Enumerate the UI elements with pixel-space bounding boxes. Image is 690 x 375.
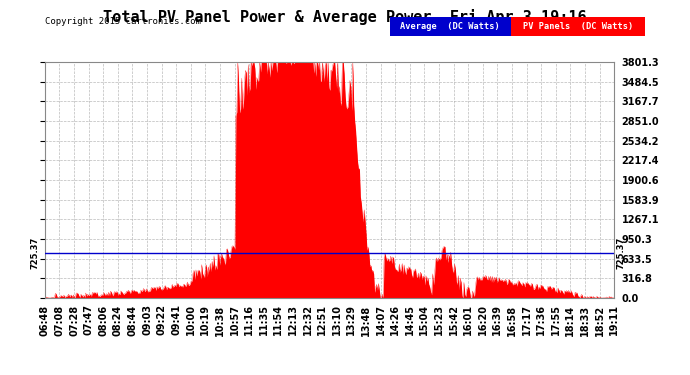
Text: 725.37: 725.37 — [30, 237, 39, 269]
Text: PV Panels  (DC Watts): PV Panels (DC Watts) — [523, 22, 633, 31]
Text: Average  (DC Watts): Average (DC Watts) — [400, 22, 500, 31]
Text: Total PV Panel Power & Average Power  Fri Apr 3 19:16: Total PV Panel Power & Average Power Fri… — [104, 9, 586, 26]
Text: 725.37: 725.37 — [617, 237, 626, 269]
Text: Copyright 2015 Cartronics.com: Copyright 2015 Cartronics.com — [45, 17, 201, 26]
